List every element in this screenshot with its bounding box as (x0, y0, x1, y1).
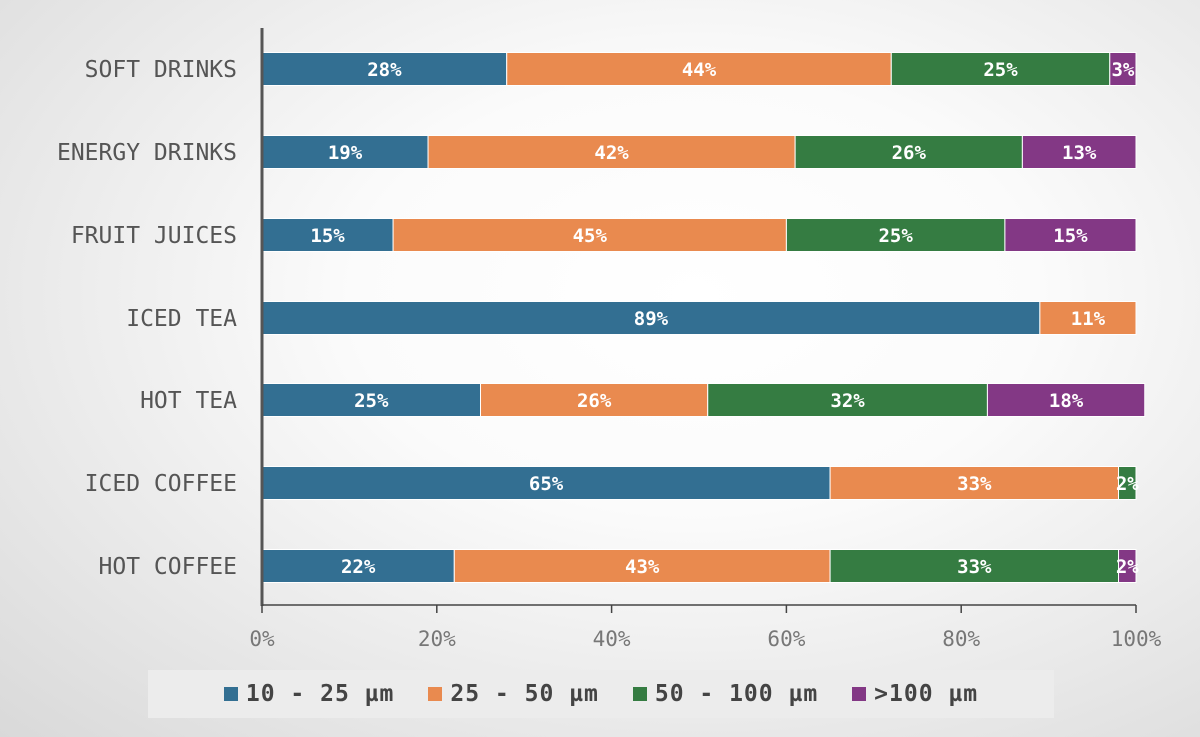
x-axis: 0% 20% 40% 60% 80% 100% (249, 28, 1162, 651)
data-label: 65% (529, 473, 564, 495)
legend-label: 50 - 100 µm (654, 681, 819, 707)
category-label: FRUIT JUICES (71, 223, 237, 249)
x-tick-label: 80% (942, 627, 980, 651)
data-label: 25% (878, 225, 913, 247)
data-label: 89% (634, 308, 669, 330)
data-label: 2% (1116, 556, 1139, 578)
legend-item: 50 - 100 µm (632, 681, 819, 707)
legend-swatch (428, 687, 443, 701)
bar-segment (261, 135, 429, 169)
bar-segment (1021, 135, 1137, 169)
category-label: SOFT DRINKS (85, 57, 237, 83)
data-label: 3% (1111, 59, 1134, 81)
data-label: 25% (983, 59, 1018, 81)
bar-segment (1039, 301, 1137, 335)
data-label: 11% (1071, 308, 1106, 330)
data-label: 33% (957, 556, 992, 578)
data-label: 2% (1116, 473, 1139, 495)
data-label: 25% (354, 390, 389, 412)
data-label: 22% (341, 556, 376, 578)
category-label: ICED TEA (126, 306, 237, 332)
legend-swatch (632, 687, 647, 701)
bar-segment (829, 466, 1120, 500)
x-tick-label: 60% (767, 627, 805, 651)
bar-segment (829, 549, 1120, 583)
data-label: 13% (1062, 142, 1097, 164)
data-label: 19% (328, 142, 363, 164)
legend: 10 - 25 µm 25 - 50 µm 50 - 100 µm >100 µm (148, 670, 1054, 718)
category-label: ICED COFFEE (85, 471, 237, 497)
data-label: 42% (594, 142, 629, 164)
bar-segment (1004, 218, 1137, 252)
bar-segment (261, 549, 455, 583)
legend-item: 25 - 50 µm (428, 681, 598, 707)
bar-segment (506, 52, 892, 86)
stacked-bars: 28% 44% 25% 3% 19% 42% 26% 13% 15% 45% 25% 15% 89% 11… (261, 52, 1146, 583)
bar-segment (427, 135, 796, 169)
x-tick-label: 20% (418, 627, 456, 651)
data-label: 15% (310, 225, 345, 247)
bar-segment (453, 549, 831, 583)
category-label: ENERGY DRINKS (57, 140, 237, 166)
legend-item: 10 - 25 µm (223, 681, 395, 707)
bar-segment (1118, 466, 1137, 500)
bar-segment (1118, 549, 1137, 583)
legend-swatch (852, 687, 867, 701)
data-label: 18% (1049, 390, 1084, 412)
data-label: 33% (957, 473, 992, 495)
category-label: HOT COFFEE (99, 554, 237, 580)
x-tick-label: 0% (249, 627, 275, 651)
data-label: 32% (830, 390, 865, 412)
data-label: 44% (682, 59, 717, 81)
bar-segment (707, 383, 988, 417)
bar-segment (890, 52, 1111, 86)
bar-segment (392, 218, 787, 252)
data-label: 15% (1053, 225, 1088, 247)
data-label: 45% (573, 225, 608, 247)
data-label: 26% (577, 390, 612, 412)
legend-label: >100 µm (874, 681, 979, 707)
bar-segment (794, 135, 1023, 169)
data-label: 26% (892, 142, 927, 164)
legend-label: 25 - 50 µm (450, 681, 599, 707)
bar-segment (261, 52, 508, 86)
data-label: 28% (367, 59, 402, 81)
legend-swatch (223, 687, 238, 701)
bar-segment (261, 301, 1041, 335)
category-label: HOT TEA (140, 388, 237, 414)
legend-item: >100 µm (852, 681, 978, 707)
bar-segment (986, 383, 1146, 417)
bar-segment (261, 466, 831, 500)
legend-label: 10 - 25 µm (245, 681, 395, 707)
x-tick-label: 40% (593, 627, 631, 651)
x-tick-label: 100% (1111, 627, 1162, 651)
data-label: 43% (625, 556, 660, 578)
bar-segment (480, 383, 709, 417)
category-labels: SOFT DRINKS ENERGY DRINKS FRUIT JUICES ICED… (57, 57, 237, 580)
bar-segment (1109, 52, 1137, 86)
